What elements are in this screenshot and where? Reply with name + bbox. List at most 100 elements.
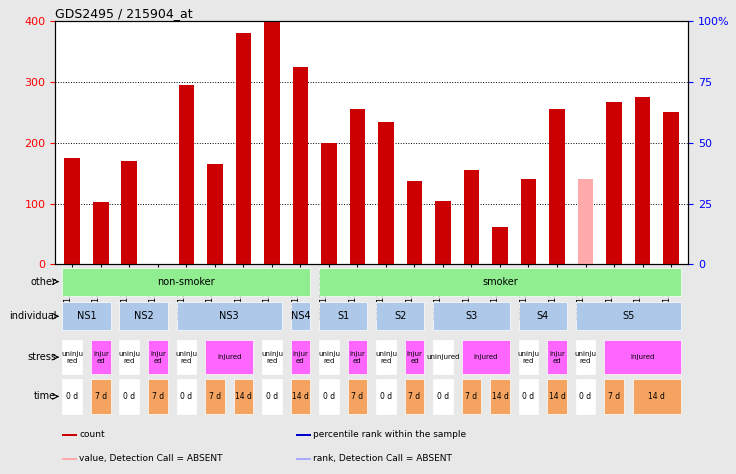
Bar bbox=[519, 302, 567, 330]
Text: uninju
red: uninju red bbox=[261, 351, 283, 364]
Bar bbox=[461, 379, 481, 414]
Bar bbox=[93, 202, 109, 264]
Text: uninju
red: uninju red bbox=[175, 351, 197, 364]
Bar bbox=[179, 85, 194, 264]
Text: rank, Detection Call = ABSENT: rank, Detection Call = ABSENT bbox=[314, 454, 453, 463]
Text: time: time bbox=[34, 392, 57, 401]
Bar bbox=[663, 112, 679, 264]
Bar bbox=[119, 340, 139, 374]
Bar bbox=[433, 379, 453, 414]
Bar bbox=[65, 158, 80, 264]
Text: 0 d: 0 d bbox=[523, 392, 534, 401]
Bar bbox=[148, 379, 168, 414]
Bar bbox=[296, 458, 311, 460]
Bar bbox=[347, 379, 367, 414]
Text: 0 d: 0 d bbox=[266, 392, 278, 401]
Bar bbox=[296, 434, 311, 436]
Text: S2: S2 bbox=[394, 311, 406, 321]
Bar bbox=[291, 379, 311, 414]
Text: 14 d: 14 d bbox=[235, 392, 252, 401]
Bar bbox=[321, 143, 337, 264]
Text: 14 d: 14 d bbox=[292, 392, 309, 401]
Bar bbox=[63, 302, 110, 330]
Bar bbox=[62, 434, 77, 436]
Bar bbox=[547, 379, 567, 414]
Text: 14 d: 14 d bbox=[492, 392, 509, 401]
Bar bbox=[604, 379, 624, 414]
Bar bbox=[205, 340, 253, 374]
Bar bbox=[119, 302, 168, 330]
Bar bbox=[376, 302, 424, 330]
Bar bbox=[405, 340, 424, 374]
Bar bbox=[119, 379, 139, 414]
Text: uninju
red: uninju red bbox=[375, 351, 397, 364]
Bar bbox=[461, 340, 510, 374]
Bar bbox=[549, 109, 565, 264]
Text: uninju
red: uninju red bbox=[318, 351, 340, 364]
Text: 0 d: 0 d bbox=[180, 392, 192, 401]
Bar bbox=[634, 97, 651, 264]
Text: 0 d: 0 d bbox=[66, 392, 78, 401]
Bar bbox=[291, 340, 311, 374]
Bar bbox=[405, 379, 424, 414]
Bar bbox=[319, 302, 367, 330]
Bar bbox=[578, 179, 593, 264]
Bar bbox=[236, 34, 251, 264]
Text: uninju
red: uninju red bbox=[118, 351, 141, 364]
Text: 0 d: 0 d bbox=[380, 392, 392, 401]
Bar bbox=[91, 379, 110, 414]
Bar bbox=[433, 302, 510, 330]
Bar bbox=[62, 458, 77, 460]
Text: GDS2495 / 215904_at: GDS2495 / 215904_at bbox=[55, 7, 193, 20]
Bar bbox=[319, 267, 681, 296]
Bar bbox=[347, 340, 367, 374]
Text: injur
ed: injur ed bbox=[93, 351, 109, 364]
Text: uninjured: uninjured bbox=[426, 354, 460, 360]
Bar bbox=[576, 340, 595, 374]
Text: individual: individual bbox=[9, 311, 57, 321]
Bar bbox=[63, 379, 82, 414]
Bar bbox=[464, 170, 479, 264]
Bar bbox=[519, 340, 538, 374]
Text: 7 d: 7 d bbox=[152, 392, 164, 401]
Text: non-smoker: non-smoker bbox=[158, 277, 215, 287]
Text: uninju
red: uninju red bbox=[61, 351, 83, 364]
Bar bbox=[121, 161, 137, 264]
Text: 0 d: 0 d bbox=[123, 392, 135, 401]
Text: injur
ed: injur ed bbox=[406, 351, 422, 364]
Bar bbox=[576, 379, 595, 414]
Bar bbox=[406, 181, 422, 264]
Bar bbox=[207, 164, 223, 264]
Bar bbox=[376, 340, 396, 374]
Bar bbox=[633, 379, 681, 414]
Text: 7 d: 7 d bbox=[351, 392, 364, 401]
Bar bbox=[63, 340, 82, 374]
Bar bbox=[492, 227, 508, 264]
Text: S4: S4 bbox=[537, 311, 549, 321]
Text: injur
ed: injur ed bbox=[292, 351, 308, 364]
Text: injured: injured bbox=[217, 354, 241, 360]
Text: smoker: smoker bbox=[482, 277, 518, 287]
Text: injur
ed: injur ed bbox=[350, 351, 365, 364]
Bar bbox=[606, 101, 622, 264]
Bar bbox=[205, 379, 224, 414]
Text: 0 d: 0 d bbox=[323, 392, 335, 401]
Text: 0 d: 0 d bbox=[579, 392, 592, 401]
Text: NS4: NS4 bbox=[291, 311, 310, 321]
Text: S1: S1 bbox=[337, 311, 350, 321]
Bar bbox=[177, 379, 197, 414]
Bar bbox=[63, 267, 311, 296]
Bar bbox=[378, 121, 394, 264]
Bar bbox=[604, 340, 681, 374]
Bar bbox=[177, 302, 282, 330]
Text: injured: injured bbox=[473, 354, 498, 360]
Text: injured: injured bbox=[630, 354, 655, 360]
Bar bbox=[264, 21, 280, 264]
Text: 7 d: 7 d bbox=[209, 392, 221, 401]
Bar bbox=[262, 340, 282, 374]
Text: NS3: NS3 bbox=[219, 311, 239, 321]
Text: 7 d: 7 d bbox=[95, 392, 107, 401]
Text: 7 d: 7 d bbox=[608, 392, 620, 401]
Text: injur
ed: injur ed bbox=[549, 351, 565, 364]
Bar bbox=[350, 109, 365, 264]
